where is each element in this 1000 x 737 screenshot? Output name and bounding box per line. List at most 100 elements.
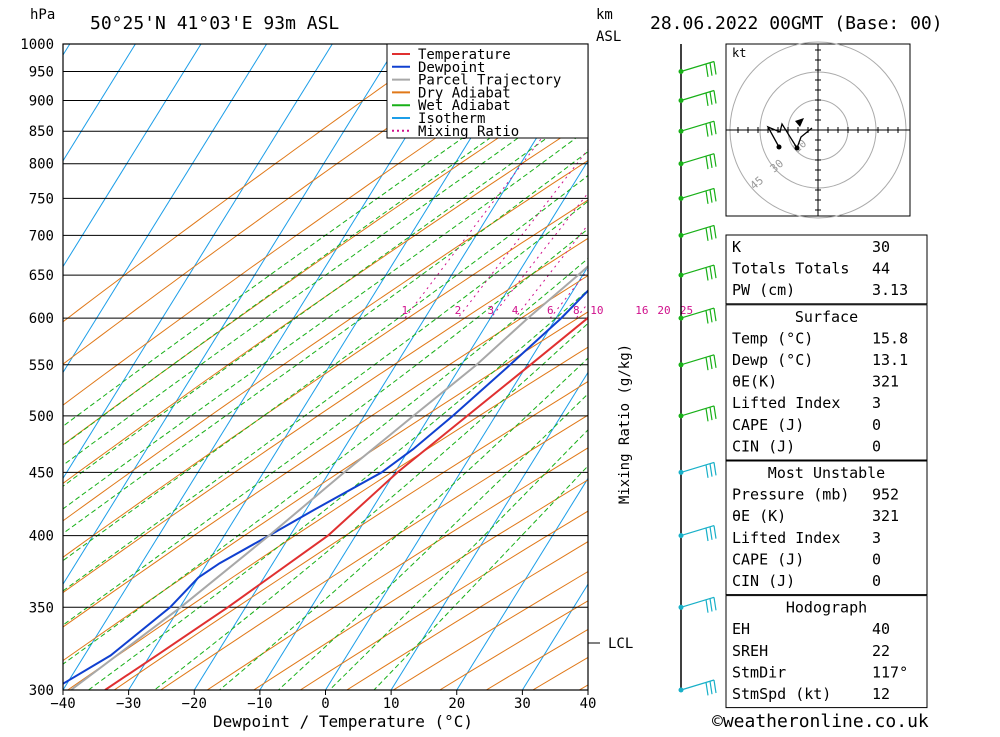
surface-row-value: 13.1 [872,351,908,369]
mixing-ratio-label: 6 [547,304,554,317]
temperature-tick-label: 10 [383,696,400,712]
wind-barb-shaft [680,461,715,473]
wind-barb-feather [705,92,709,106]
surface-box [725,304,928,461]
wind-barb-shaft [680,264,715,276]
surface-row-value: 0 [872,437,881,455]
wet-adiabat-line [63,257,588,665]
most-unstable-row-label: CAPE (J) [732,550,804,568]
most-unstable-row-label: Pressure (mb) [732,486,849,504]
mixing-ratio-axis-label: Mixing Ratio (g/kg) [617,344,633,504]
wind-barb-feather [705,63,709,77]
mixing-ratio-label: 1 [401,304,408,317]
mixing-ratio-label: 16 [635,304,648,317]
plot-frame [62,43,589,691]
most-unstable-header: Most Unstable [768,464,885,482]
isotherm-line [0,44,4,690]
wet-adiabat-line [63,86,588,466]
pressure-tick-label: 650 [29,268,54,284]
surface-row-label: CAPE (J) [732,416,804,434]
legend-label: Temperature [418,47,511,63]
indices-row-value: 3.13 [872,281,908,299]
wind-barb-feather [709,189,713,203]
wind-barb-feather [709,463,713,477]
surface-row-label: Dewp (°C) [732,351,813,369]
surface-row-value: 321 [872,373,899,391]
dry-adiabat-line [253,479,588,690]
storm-motion-marker [795,118,804,127]
surface-header: Surface [795,308,858,326]
most-unstable-row-value: 321 [872,507,899,525]
wet-adiabat-line [278,393,588,690]
pressure-tick-label: 550 [29,358,54,374]
dry-adiabat-line [67,346,588,690]
wind-barb-feather [709,226,713,240]
wind-barb-feather [705,156,709,170]
hodograph-stats-header: Hodograph [786,599,867,617]
most-unstable-row-value: 0 [872,572,881,590]
isotherm-line [63,44,268,374]
wind-barb-feather [713,679,717,694]
mixing-ratio-label: 2 [455,304,462,317]
pressure-tick-label: 400 [29,529,54,545]
surface-row-label: Lifted Index [732,394,840,412]
mixing-ratio-label: 3 [487,304,494,317]
surface-row-label: θE(K) [732,373,777,391]
pressure-tick-label: 450 [29,465,54,481]
pressure-tick-label: 850 [29,124,54,140]
hodograph-stats-box [725,595,928,709]
temperature-tick-label: 40 [580,696,597,712]
indices-row-value: 30 [872,238,890,256]
unit-hpa: hPa [30,7,55,23]
wind-barb-feather [713,462,717,476]
hodograph-stats-row-label: EH [732,620,750,638]
hodograph-stats-row-value: 12 [872,685,890,703]
indices-box [725,234,928,305]
mixing-ratio-line [514,223,588,319]
dry-adiabat-line [300,510,588,690]
wind-barb-feather [713,525,717,539]
indices-row-label: Totals Totals [732,260,849,278]
dry-adiabat-line [206,447,588,690]
wet-adiabat-line [63,174,588,562]
dewpoint-line [63,289,588,685]
credit: ©weatheronline.co.uk [712,711,929,732]
wet-adiabat-line [63,128,588,510]
wind-barb-feather [709,309,713,323]
wet-adiabat-line [88,289,588,690]
wind-barb-feather [705,123,709,137]
hodograph-stats-row-label: StmSpd (kt) [732,685,831,703]
pressure-tick-label: 300 [29,683,54,699]
hodograph-stats-row-value: 117° [872,663,908,681]
wind-barb-feather [705,599,709,613]
temperature-tick-label: 0 [321,696,329,712]
dry-adiabat-line [63,311,588,662]
wind-barb-feather [709,407,713,421]
wind-barb-shaft [680,60,715,73]
forecast-datetime: 28.06.2022 00GMT (Base: 00) [650,13,943,34]
lcl-label: LCL [608,636,633,652]
legend-label: Dry Adiabat [418,85,511,101]
mixing-ratio-label: 4 [512,304,519,317]
x-axis-label: Dewpoint / Temperature (°C) [213,712,473,731]
wind-barb-feather [713,90,717,104]
wet-adiabat-line [63,200,588,592]
most-unstable-row-label: CIN (J) [732,572,795,590]
wind-barb-feather [709,266,713,280]
wind-barb-shaft [680,525,715,537]
wet-adiabat-line [63,228,588,626]
temperature-tick-labels: −40 −30 −20 −10 0 10 20 30 40 [50,690,596,712]
temperature-tick-label: 30 [514,696,531,712]
wind-barb-feather [713,265,717,279]
dry-adiabat-line [63,44,575,406]
wind-barb-feather [709,122,713,136]
isotherm-line [63,44,136,162]
wind-barb-feather [709,681,713,695]
wind-barb-shaft [680,120,715,132]
isotherm-line [259,159,588,690]
pressure-tick-label: 800 [29,157,54,173]
wind-barb-feather [713,308,717,322]
wind-barb-feather [705,357,709,371]
